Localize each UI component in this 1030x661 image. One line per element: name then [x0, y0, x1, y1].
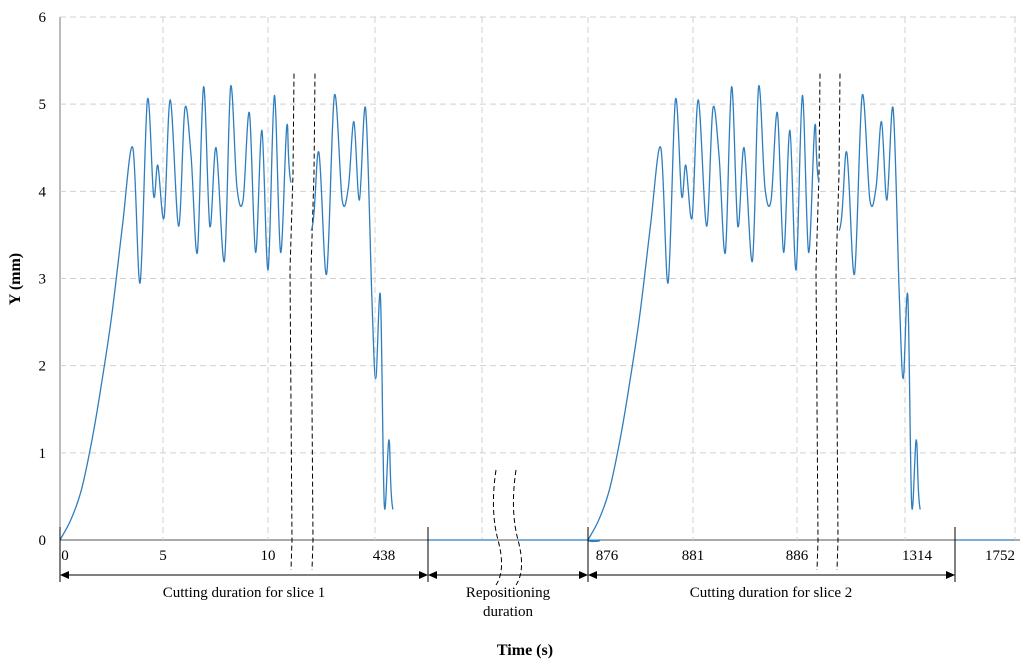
y-tick-labels: 0 1 2 3 4 5 6	[39, 10, 47, 549]
x-tick-label: 0	[61, 548, 69, 564]
series-layer	[60, 86, 1015, 542]
arrowhead	[60, 571, 69, 579]
segment-label-cutting-slice-2: Cutting duration for slice 2	[690, 585, 852, 601]
x-tick-labels: 0 5 10 438 876 881 886 1314 1752	[61, 548, 1015, 564]
break-dash	[492, 469, 502, 586]
x-tick-label: 5	[159, 548, 167, 564]
y-tick-label: 1	[39, 446, 47, 462]
x-tick-label: 881	[682, 548, 705, 564]
horizontal-gridlines	[60, 16, 1020, 454]
axis-break-marks	[289, 73, 841, 586]
x-tick-label: 10	[261, 548, 276, 564]
x-axis-title: Time (s)	[497, 642, 553, 659]
y-axis-title: Y (mm)	[7, 253, 24, 305]
x-tick-label: 1314	[902, 548, 933, 564]
arrowhead	[588, 571, 597, 579]
segment-label-cutting-slice-1: Cutting duration for slice 1	[163, 585, 325, 601]
break-dash	[835, 73, 841, 571]
vertical-gridlines	[162, 17, 1016, 540]
x-tick-label: 886	[786, 548, 809, 564]
break-dash	[815, 73, 821, 571]
x-tick-label: 1752	[985, 548, 1015, 564]
break-dash	[512, 469, 522, 586]
y-tick-label: 6	[39, 10, 47, 26]
x-tick-label: 876	[596, 548, 619, 564]
break-dash	[310, 73, 316, 571]
arrowhead	[579, 571, 588, 579]
segment-label-repositioning-line-1: Repositioning	[466, 585, 551, 601]
arrowhead	[428, 571, 437, 579]
arrowhead	[419, 571, 428, 579]
series-line	[60, 86, 1015, 542]
y-tick-label: 0	[39, 533, 47, 549]
x-tick-label: 438	[373, 548, 396, 564]
segment-label-repositioning-line-2: duration	[483, 604, 533, 620]
break-dash	[289, 73, 295, 571]
arrowhead	[946, 571, 955, 579]
y-tick-label: 4	[39, 184, 47, 200]
y-tick-label: 3	[39, 272, 47, 288]
segment-labels: Cutting duration for slice 1 Repositioni…	[163, 585, 852, 620]
y-tick-label: 5	[39, 97, 47, 113]
y-tick-label: 2	[39, 359, 47, 375]
duration-arrows	[59, 527, 956, 582]
